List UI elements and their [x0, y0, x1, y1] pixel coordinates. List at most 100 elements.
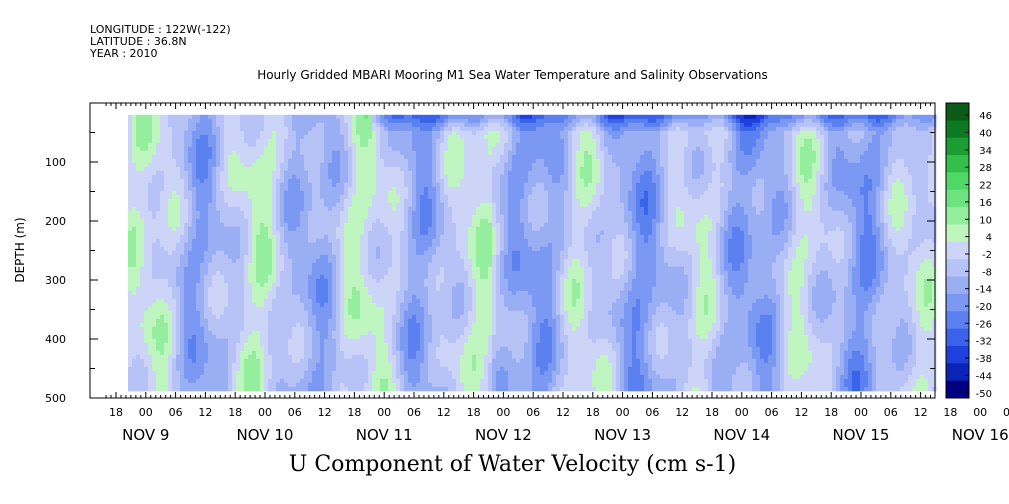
heatmap-cell — [356, 162, 361, 168]
heatmap-cell — [316, 242, 321, 248]
heatmap-cell — [136, 302, 141, 308]
heatmap-cell — [380, 218, 385, 224]
heatmap-cell — [384, 306, 389, 312]
heatmap-cell — [192, 198, 197, 204]
heatmap-cell — [356, 326, 361, 332]
heatmap-cell — [144, 210, 149, 216]
heatmap-cell — [256, 330, 261, 336]
heatmap-cell — [404, 358, 409, 364]
heatmap-cell — [252, 370, 257, 376]
heatmap-cell — [168, 114, 173, 120]
heatmap-cell — [292, 182, 297, 188]
heatmap-cell — [292, 118, 297, 124]
heatmap-cell — [184, 242, 189, 248]
heatmap-cell — [380, 338, 385, 344]
heatmap-cell — [252, 166, 257, 172]
heatmap-cell — [252, 258, 257, 264]
heatmap-cell — [412, 318, 417, 324]
heatmap-cell — [244, 318, 249, 324]
heatmap-cell — [304, 330, 309, 336]
heatmap-cell — [176, 322, 181, 328]
heatmap-cell — [280, 286, 285, 292]
heatmap-cell — [340, 250, 345, 256]
heatmap-cell — [344, 310, 349, 316]
heatmap-cell — [400, 286, 405, 292]
heatmap-cell — [228, 358, 233, 364]
heatmap-cell — [228, 330, 233, 336]
heatmap-cell — [348, 222, 353, 228]
heatmap-cell — [384, 202, 389, 208]
heatmap-cell — [348, 154, 353, 160]
heatmap-cell — [344, 238, 349, 244]
heatmap-cell — [380, 278, 385, 284]
heatmap-cell — [268, 282, 273, 288]
heatmap-cell — [176, 318, 181, 324]
heatmap-cell — [284, 206, 289, 212]
heatmap-cell — [272, 378, 277, 384]
heatmap-cell — [176, 386, 181, 392]
heatmap-cell — [264, 154, 269, 160]
heatmap-cell — [268, 350, 273, 356]
heatmap-cell — [204, 342, 209, 348]
heatmap-cell — [272, 158, 277, 164]
heatmap-cell — [364, 286, 369, 292]
heatmap-cell — [412, 178, 417, 184]
heatmap-cell — [144, 350, 149, 356]
heatmap-cell — [216, 234, 221, 240]
heatmap-cell — [332, 122, 337, 128]
heatmap-cell — [252, 198, 257, 204]
heatmap-cell — [384, 186, 389, 192]
heatmap-cell — [288, 222, 293, 228]
heatmap-cell — [280, 306, 285, 312]
heatmap-cell — [236, 190, 241, 196]
heatmap-cell — [140, 134, 145, 140]
heatmap-cell — [252, 210, 257, 216]
heatmap-cell — [136, 194, 141, 200]
heatmap-cell — [288, 378, 293, 384]
heatmap-cell — [392, 174, 397, 180]
heatmap-cell — [304, 186, 309, 192]
heatmap-cell — [320, 318, 325, 324]
heatmap-cell — [364, 302, 369, 308]
heatmap-cell — [372, 322, 377, 328]
heatmap-cell — [248, 114, 253, 120]
heatmap-cell — [232, 118, 237, 124]
heatmap-cell — [388, 206, 393, 212]
heatmap-cell — [296, 254, 301, 260]
heatmap-cell — [232, 310, 237, 316]
heatmap-cell — [264, 206, 269, 212]
heatmap-cell — [268, 226, 273, 232]
heatmap-cell — [136, 246, 141, 252]
heatmap-cell — [296, 178, 301, 184]
heatmap-cell — [348, 242, 353, 248]
heatmap-cell — [196, 290, 201, 296]
heatmap-cell — [348, 334, 353, 340]
heatmap-cell — [340, 322, 345, 328]
heatmap-cell — [132, 270, 137, 276]
heatmap-cell — [352, 354, 357, 360]
heatmap-cell — [232, 350, 237, 356]
heatmap-cell — [228, 134, 233, 140]
heatmap-cell — [272, 290, 277, 296]
heatmap-cell — [212, 358, 217, 364]
heatmap-cell — [140, 174, 145, 180]
heatmap-cell — [408, 186, 413, 192]
heatmap-cell — [240, 290, 245, 296]
heatmap-cell — [128, 202, 133, 208]
heatmap-cell — [340, 386, 345, 392]
heatmap-cell — [396, 298, 401, 304]
heatmap-cell — [352, 322, 357, 328]
heatmap-cell — [144, 338, 149, 344]
heatmap-cell — [128, 362, 133, 368]
heatmap-cell — [312, 306, 317, 312]
heatmap-cell — [376, 366, 381, 372]
heatmap-cell — [300, 362, 305, 368]
heatmap-cell — [144, 306, 149, 312]
heatmap-cell — [136, 154, 141, 160]
heatmap-cell — [168, 326, 173, 332]
heatmap-cell — [160, 350, 165, 356]
heatmap-cell — [328, 162, 333, 168]
heatmap-cell — [400, 270, 405, 276]
heatmap-cell — [152, 182, 157, 188]
